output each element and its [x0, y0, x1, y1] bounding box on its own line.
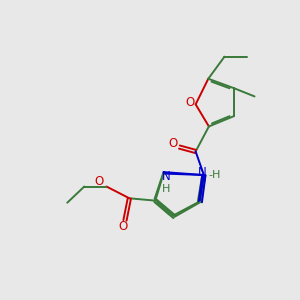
Text: O: O — [94, 175, 104, 188]
Text: O: O — [168, 137, 178, 150]
Text: O: O — [186, 95, 195, 109]
Text: N: N — [198, 166, 207, 179]
Text: -H: -H — [209, 170, 221, 180]
Text: H: H — [162, 184, 171, 194]
Text: O: O — [119, 220, 128, 233]
Text: N: N — [162, 170, 171, 183]
